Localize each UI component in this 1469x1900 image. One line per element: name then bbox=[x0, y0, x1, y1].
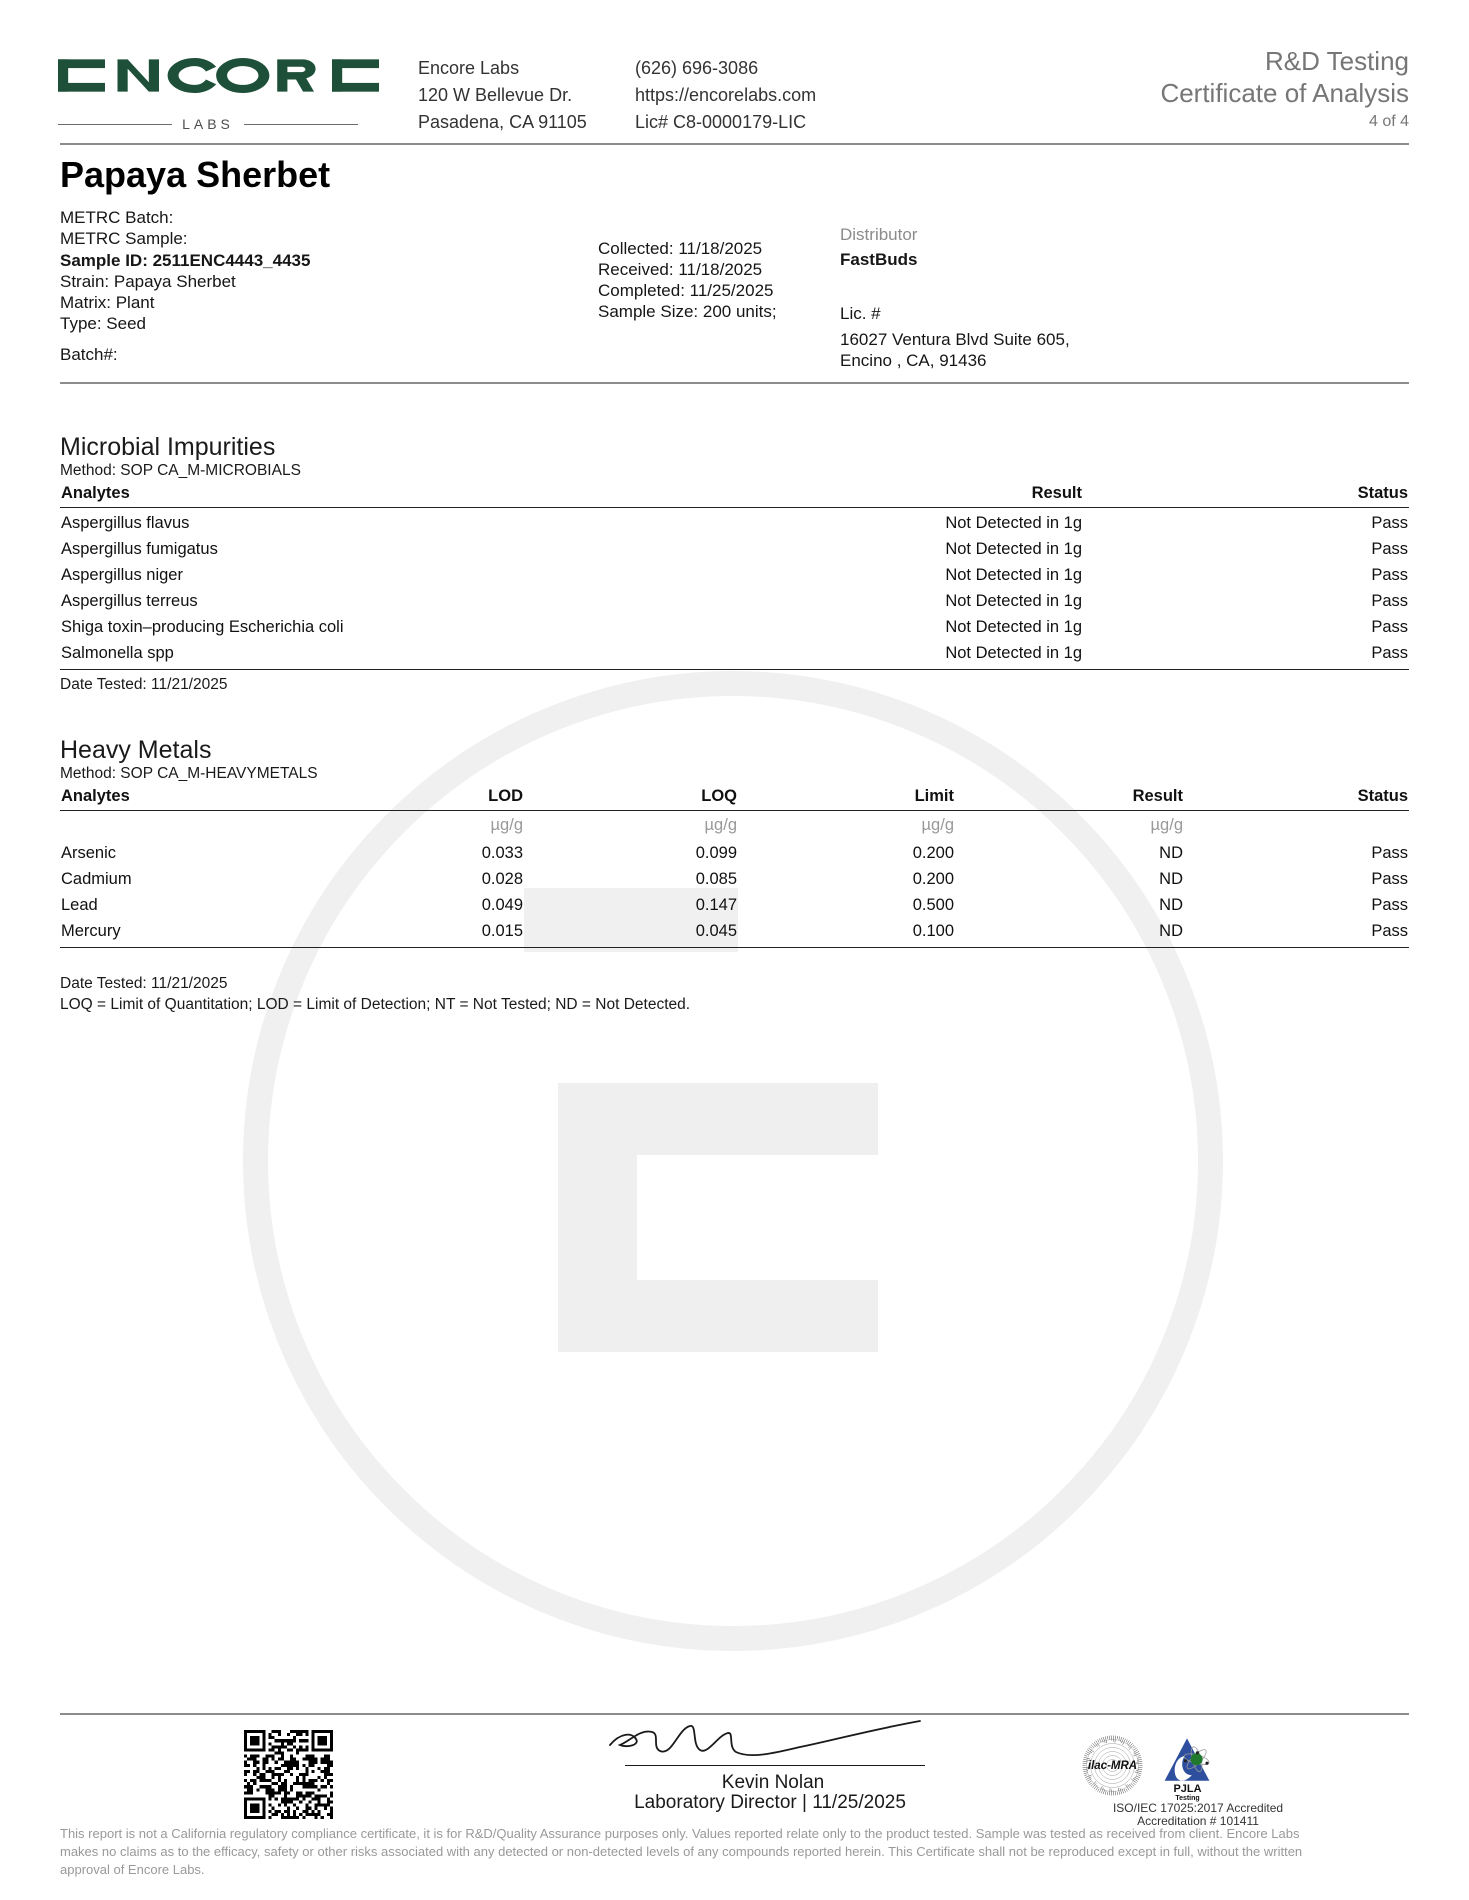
svg-text:ilac-MRA: ilac-MRA bbox=[1088, 1760, 1137, 1772]
